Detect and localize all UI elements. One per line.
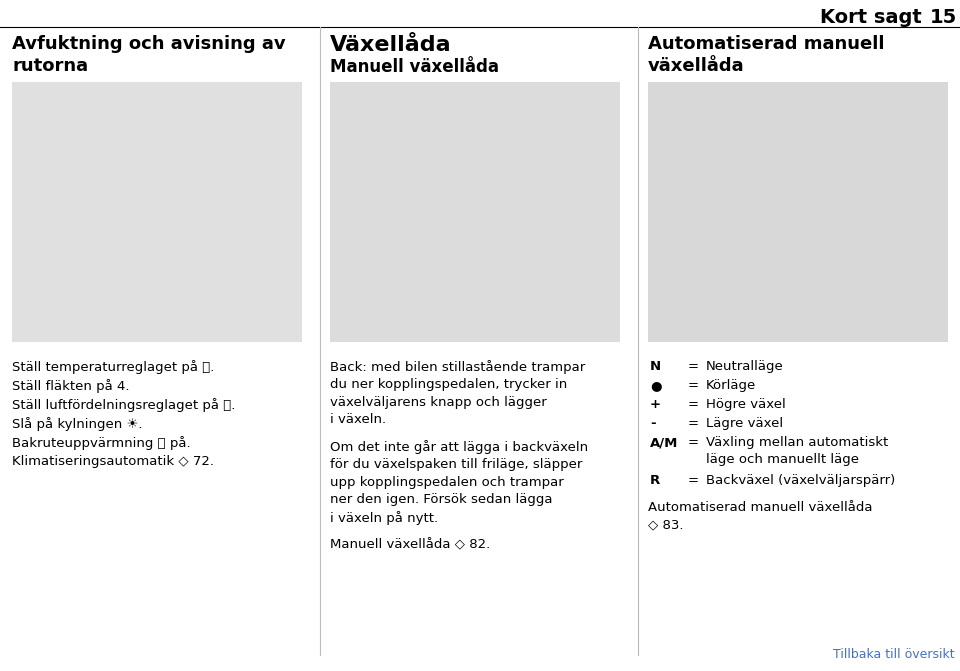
Text: Växellåda: Växellåda (330, 35, 451, 55)
Text: Ställ temperaturreglaget på Ⓤ.: Ställ temperaturreglaget på Ⓤ. (12, 360, 214, 374)
Text: R: R (650, 474, 660, 487)
Text: Ställ fläkten på 4.: Ställ fläkten på 4. (12, 379, 130, 393)
Text: Neutralläge: Neutralläge (706, 360, 783, 373)
Bar (330, 82, 620, 342)
Text: Slå på kylningen ☀.: Slå på kylningen ☀. (12, 417, 142, 431)
Text: =: = (688, 398, 699, 411)
Text: Automatiserad manuell
växellåda: Automatiserad manuell växellåda (648, 35, 884, 75)
Text: Växling mellan automatiskt
läge och manuellt läge: Växling mellan automatiskt läge och manu… (706, 436, 888, 466)
Text: Bakruteuppvärmning Ⓤ på.: Bakruteuppvärmning Ⓤ på. (12, 436, 191, 450)
Text: =: = (688, 360, 699, 373)
Text: =: = (688, 474, 699, 487)
Text: Körläge: Körläge (706, 379, 756, 392)
Text: =: = (688, 379, 699, 392)
Text: Högre växel: Högre växel (706, 398, 785, 411)
Text: +: + (650, 398, 661, 411)
Text: Ställ luftfördelningsreglaget på Ⓤ.: Ställ luftfördelningsreglaget på Ⓤ. (12, 398, 235, 412)
Text: =: = (688, 417, 699, 430)
Text: Klimatiseringsautomatik ◇ 72.: Klimatiseringsautomatik ◇ 72. (12, 455, 214, 468)
Text: -: - (650, 417, 656, 430)
Text: Om det inte går att lägga i backväxeln
för du växelspaken till friläge, släpper
: Om det inte går att lägga i backväxeln f… (330, 440, 588, 525)
Text: Lägre växel: Lägre växel (706, 417, 783, 430)
Text: 15: 15 (930, 8, 957, 27)
Text: Back: med bilen stillastående trampar
du ner kopplingspedalen, trycker in
växelv: Back: med bilen stillastående trampar du… (330, 360, 586, 427)
Bar (12, 82, 302, 342)
Text: Avfuktning och avisning av
rutorna: Avfuktning och avisning av rutorna (12, 35, 286, 75)
Text: =: = (688, 436, 699, 449)
Text: Manuell växellåda: Manuell växellåda (330, 58, 499, 76)
Text: ●: ● (650, 379, 661, 392)
Text: A/M: A/M (650, 436, 679, 449)
Bar (648, 82, 948, 342)
Text: Manuell växellåda ◇ 82.: Manuell växellåda ◇ 82. (330, 538, 491, 551)
Text: Kort sagt: Kort sagt (820, 8, 922, 27)
Text: Backväxel (växelväljarspärr): Backväxel (växelväljarspärr) (706, 474, 896, 487)
Text: Tillbaka till översikt: Tillbaka till översikt (833, 648, 955, 661)
Text: N: N (650, 360, 661, 373)
Text: Automatiserad manuell växellåda
◇ 83.: Automatiserad manuell växellåda ◇ 83. (648, 501, 873, 531)
